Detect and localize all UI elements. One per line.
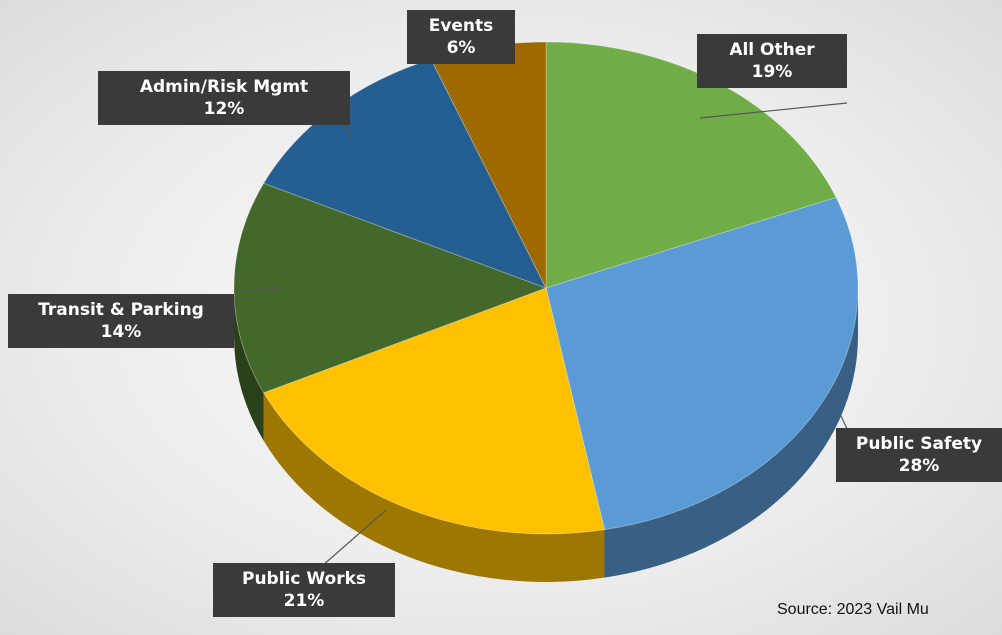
- pie-slice-public-safety: [545, 196, 859, 531]
- slice-label-all-other: All Other 19%: [697, 34, 847, 88]
- slice-label-name: Events: [428, 16, 494, 36]
- source-note: Source: 2023 Vail Mu: [777, 601, 929, 618]
- slice-label-public-works: Public Works 21%: [213, 563, 395, 617]
- pie-sides: [234, 288, 858, 582]
- slice-label-value: 14%: [100, 322, 142, 342]
- slice-label-admin-risk-mgmt: Admin/Risk Mgmt 12%: [98, 71, 350, 125]
- slice-label-value: 12%: [203, 99, 245, 119]
- slice-label-name: Admin/Risk Mgmt: [139, 77, 309, 97]
- leader-line: [233, 287, 281, 293]
- slice-label-value: 28%: [898, 456, 940, 476]
- slice-label-name: Transit & Parking: [38, 300, 204, 320]
- pie-side-public-safety: [604, 288, 858, 578]
- pie-side-public-works: [263, 392, 605, 582]
- slice-label-public-safety: Public Safety 28%: [836, 428, 1002, 482]
- slice-label-events: Events 6%: [407, 10, 515, 64]
- slice-label-value: 21%: [283, 591, 325, 611]
- leader-line: [699, 102, 848, 119]
- pie-side-transit-parking: [234, 288, 264, 441]
- pie-slice-transit-parking: [233, 182, 548, 394]
- slice-label-transit-parking: Transit & Parking 14%: [8, 294, 234, 348]
- pie-slice-public-works: [262, 287, 606, 535]
- slice-label-value: 19%: [751, 62, 793, 82]
- slice-label-name: Public Works: [241, 569, 366, 589]
- slice-label-value: 6%: [446, 38, 476, 58]
- slice-label-name: All Other: [729, 40, 815, 60]
- pie-slices: [233, 41, 859, 535]
- slice-label-name: Public Safety: [855, 434, 983, 454]
- leader-line: [321, 509, 387, 567]
